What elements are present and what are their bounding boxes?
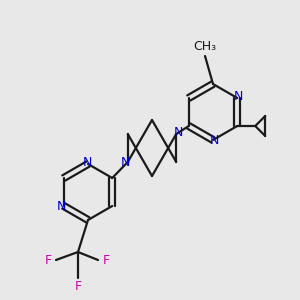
- Text: N: N: [57, 200, 66, 214]
- Text: N: N: [82, 157, 92, 169]
- Text: CH₃: CH₃: [194, 40, 217, 52]
- Text: N: N: [234, 91, 243, 103]
- Text: F: F: [74, 280, 82, 293]
- Text: F: F: [44, 254, 52, 266]
- Text: F: F: [102, 254, 110, 266]
- Text: N: N: [209, 134, 219, 148]
- Text: N: N: [121, 157, 130, 169]
- Text: N: N: [174, 127, 183, 140]
